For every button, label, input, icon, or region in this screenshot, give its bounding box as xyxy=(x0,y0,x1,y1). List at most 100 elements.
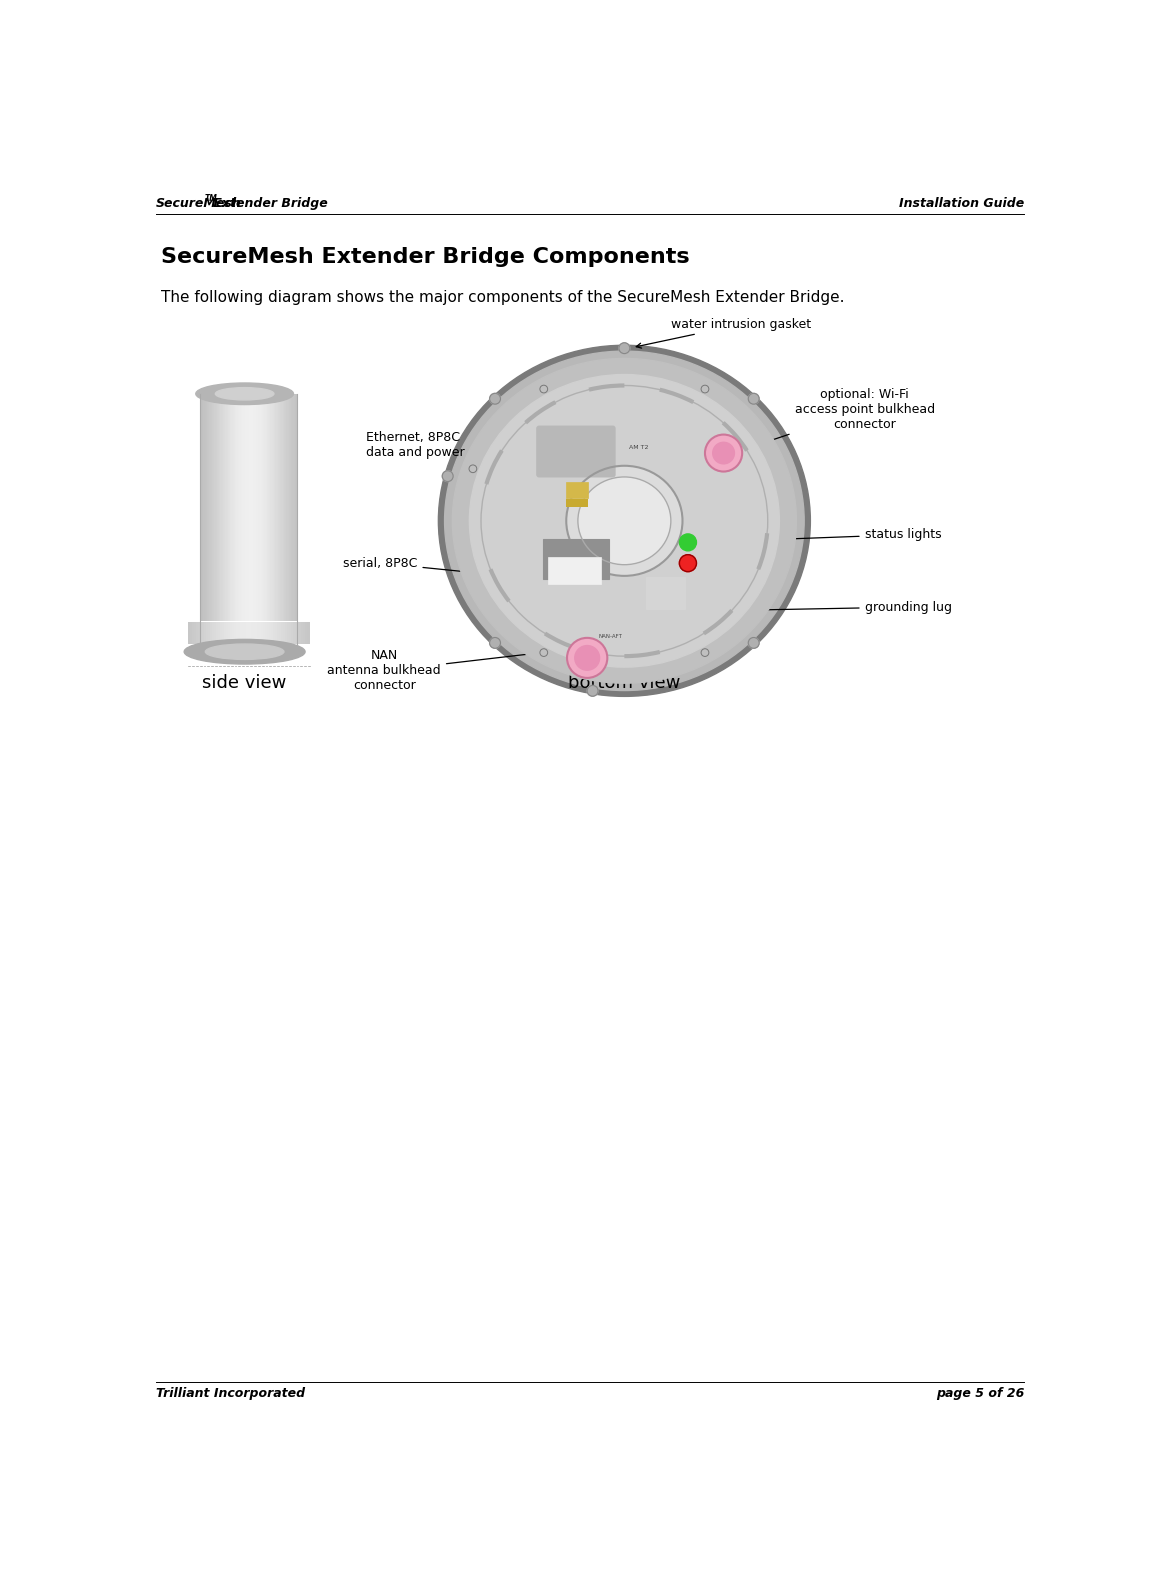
Bar xyxy=(566,482,588,498)
Ellipse shape xyxy=(196,383,294,405)
Bar xyxy=(236,623,239,643)
Bar xyxy=(303,623,305,643)
Circle shape xyxy=(704,435,742,471)
Bar xyxy=(261,394,262,621)
Bar xyxy=(295,623,297,643)
Bar xyxy=(199,394,201,621)
Bar xyxy=(254,394,257,621)
Circle shape xyxy=(701,386,709,394)
Text: optional: Wi-Fi
access point bulkhead
connector: optional: Wi-Fi access point bulkhead co… xyxy=(718,387,935,458)
Bar xyxy=(543,539,609,579)
Bar xyxy=(270,394,273,621)
Bar xyxy=(289,623,291,643)
Bar xyxy=(258,394,260,621)
Text: AM T2: AM T2 xyxy=(628,446,648,451)
Bar xyxy=(268,394,269,621)
Bar xyxy=(228,394,229,621)
Bar xyxy=(226,394,227,621)
Circle shape xyxy=(701,648,709,656)
Bar xyxy=(221,394,222,621)
Bar xyxy=(282,394,283,621)
Bar xyxy=(265,394,266,621)
Bar xyxy=(283,394,284,621)
Bar xyxy=(292,623,296,643)
Text: Ethernet, 8P8C
data and power: Ethernet, 8P8C data and power xyxy=(366,432,565,498)
Text: Extender Bridge: Extender Bridge xyxy=(209,198,328,210)
Text: side view: side view xyxy=(203,674,287,691)
Ellipse shape xyxy=(619,343,630,354)
Bar xyxy=(257,623,259,643)
Bar xyxy=(548,557,601,583)
Bar xyxy=(228,623,231,643)
Bar xyxy=(196,623,199,643)
Bar xyxy=(233,623,235,643)
Bar xyxy=(229,394,231,621)
Text: water intrusion gasket: water intrusion gasket xyxy=(637,318,810,348)
Bar xyxy=(233,394,235,621)
Bar xyxy=(276,623,280,643)
Bar xyxy=(230,394,233,621)
Bar xyxy=(235,394,237,621)
Ellipse shape xyxy=(442,471,453,482)
Bar xyxy=(287,394,288,621)
Bar xyxy=(283,623,285,643)
Bar xyxy=(216,623,219,643)
Bar xyxy=(252,394,254,621)
Bar xyxy=(188,623,191,643)
Bar xyxy=(212,623,215,643)
Ellipse shape xyxy=(444,351,805,691)
Text: grounding lug: grounding lug xyxy=(671,601,952,613)
Bar xyxy=(216,394,219,621)
Bar xyxy=(251,623,253,643)
Bar xyxy=(262,394,264,621)
Bar xyxy=(259,394,261,621)
Bar xyxy=(295,394,297,621)
Bar xyxy=(237,394,239,621)
Ellipse shape xyxy=(566,466,683,575)
Bar xyxy=(244,623,247,643)
Bar xyxy=(246,394,247,621)
Ellipse shape xyxy=(215,387,274,400)
Bar xyxy=(276,394,279,621)
Bar xyxy=(267,394,268,621)
Bar xyxy=(222,623,224,643)
Bar xyxy=(307,623,310,643)
Bar xyxy=(238,394,241,621)
Bar xyxy=(222,394,223,621)
Bar xyxy=(269,394,272,621)
Bar xyxy=(242,394,243,621)
Bar xyxy=(207,394,208,621)
Bar xyxy=(231,394,234,621)
Circle shape xyxy=(574,645,600,670)
Bar xyxy=(259,623,261,643)
Bar xyxy=(277,394,280,621)
Bar xyxy=(246,623,249,643)
Bar xyxy=(284,623,288,643)
Bar xyxy=(204,623,207,643)
Bar xyxy=(266,394,267,621)
Bar xyxy=(211,394,213,621)
Text: Trilliant Incorporated: Trilliant Incorporated xyxy=(155,1387,305,1399)
Bar xyxy=(250,394,252,621)
Bar xyxy=(211,623,213,643)
Bar xyxy=(294,394,296,621)
Bar xyxy=(206,623,208,643)
Bar xyxy=(292,394,295,621)
Ellipse shape xyxy=(578,477,671,564)
Bar xyxy=(297,623,299,643)
Bar xyxy=(291,623,294,643)
Bar xyxy=(267,623,269,643)
Bar xyxy=(273,623,275,643)
Bar xyxy=(243,394,244,621)
Bar xyxy=(566,500,588,508)
Text: serial, 8P8C: serial, 8P8C xyxy=(343,557,552,582)
Bar xyxy=(285,394,287,621)
Ellipse shape xyxy=(587,686,599,696)
Text: page 5 of 26: page 5 of 26 xyxy=(936,1387,1024,1399)
Bar xyxy=(218,394,220,621)
Bar xyxy=(208,394,211,621)
Bar xyxy=(243,623,245,643)
Bar xyxy=(215,394,218,621)
Bar xyxy=(219,394,221,621)
Bar xyxy=(220,623,223,643)
